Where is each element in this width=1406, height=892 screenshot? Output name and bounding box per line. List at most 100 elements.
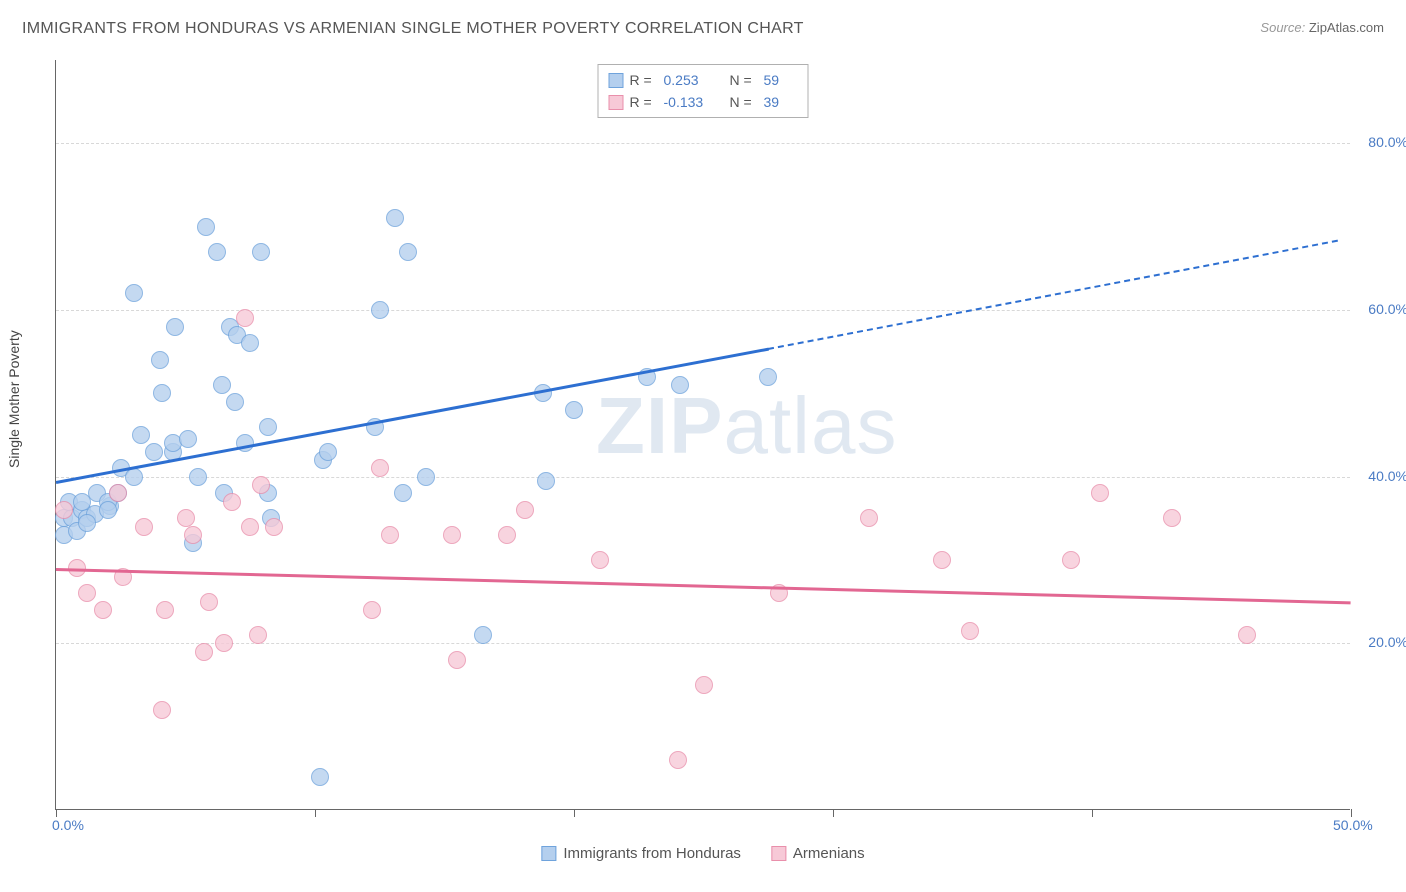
data-point [156, 601, 174, 619]
data-point [516, 501, 534, 519]
chart-title: IMMIGRANTS FROM HONDURAS VS ARMENIAN SIN… [22, 20, 804, 38]
source-attribution: Source: ZipAtlas.com [1260, 20, 1384, 35]
source-value: ZipAtlas.com [1309, 20, 1384, 35]
data-point [236, 309, 254, 327]
x-tick-label: 0.0% [52, 817, 84, 833]
data-point [132, 426, 150, 444]
data-point [195, 643, 213, 661]
data-point [381, 526, 399, 544]
data-point [363, 601, 381, 619]
watermark: ZIPatlas [596, 380, 897, 472]
data-point [55, 501, 73, 519]
y-tick-label: 20.0% [1356, 634, 1406, 650]
legend-n-label: N = [730, 72, 758, 88]
legend-swatch [771, 846, 786, 861]
legend-r-label: R = [630, 94, 658, 110]
data-point [933, 551, 951, 569]
data-point [565, 401, 583, 419]
legend-series-name: Armenians [793, 845, 865, 862]
source-label: Source: [1260, 20, 1305, 35]
legend-r-label: R = [630, 72, 658, 88]
data-point [145, 443, 163, 461]
data-point [311, 768, 329, 786]
data-point [200, 593, 218, 611]
data-point [135, 518, 153, 536]
data-point [498, 526, 516, 544]
y-tick-label: 60.0% [1356, 301, 1406, 317]
data-point [860, 509, 878, 527]
x-tick [574, 809, 575, 817]
data-point [695, 676, 713, 694]
legend-correlation-row: R =0.253N =59 [609, 69, 794, 91]
data-point [386, 209, 404, 227]
data-point [166, 318, 184, 336]
chart-container: Single Mother Poverty ZIPatlas R =0.253N… [0, 48, 1406, 868]
legend-series-name: Immigrants from Honduras [563, 845, 741, 862]
data-point [189, 468, 207, 486]
legend-bottom: Immigrants from Honduras Armenians [541, 845, 864, 862]
data-point [1091, 484, 1109, 502]
data-point [1062, 551, 1080, 569]
data-point [394, 484, 412, 502]
data-point [153, 701, 171, 719]
data-point [78, 514, 96, 532]
data-point [474, 626, 492, 644]
trend-line [56, 568, 1351, 604]
data-point [961, 622, 979, 640]
y-tick-label: 80.0% [1356, 134, 1406, 150]
legend-swatch [609, 73, 624, 88]
data-point [151, 351, 169, 369]
data-point [78, 584, 96, 602]
gridline [56, 643, 1350, 644]
data-point [179, 430, 197, 448]
data-point [371, 459, 389, 477]
data-point [213, 376, 231, 394]
data-point [223, 493, 241, 511]
x-tick [315, 809, 316, 817]
data-point [443, 526, 461, 544]
data-point [241, 518, 259, 536]
data-point [319, 443, 337, 461]
x-tick [1351, 809, 1352, 817]
x-tick [833, 809, 834, 817]
gridline [56, 143, 1350, 144]
data-point [94, 601, 112, 619]
data-point [125, 284, 143, 302]
x-tick [1092, 809, 1093, 817]
data-point [177, 509, 195, 527]
data-point [265, 518, 283, 536]
x-tick-label: 50.0% [1333, 817, 1373, 833]
y-tick-label: 40.0% [1356, 468, 1406, 484]
data-point [208, 243, 226, 261]
data-point [215, 634, 233, 652]
data-point [153, 384, 171, 402]
data-point [759, 368, 777, 386]
legend-swatch [609, 95, 624, 110]
legend-n-value: 39 [764, 94, 794, 110]
legend-n-label: N = [730, 94, 758, 110]
data-point [537, 472, 555, 490]
watermark-atlas: atlas [723, 381, 897, 470]
data-point [125, 468, 143, 486]
data-point [417, 468, 435, 486]
data-point [669, 751, 687, 769]
data-point [259, 418, 277, 436]
data-point [1163, 509, 1181, 527]
data-point [99, 501, 117, 519]
legend-r-value: -0.133 [664, 94, 724, 110]
data-point [399, 243, 417, 261]
data-point [109, 484, 127, 502]
data-point [252, 476, 270, 494]
gridline [56, 477, 1350, 478]
legend-item: Immigrants from Honduras [541, 845, 741, 862]
data-point [249, 626, 267, 644]
data-point [197, 218, 215, 236]
data-point [184, 526, 202, 544]
legend-swatch [541, 846, 556, 861]
data-point [241, 334, 259, 352]
data-point [252, 243, 270, 261]
data-point [591, 551, 609, 569]
x-tick [56, 809, 57, 817]
legend-correlation-row: R = -0.133 N = 39 [609, 91, 794, 113]
watermark-zip: ZIP [596, 381, 723, 470]
